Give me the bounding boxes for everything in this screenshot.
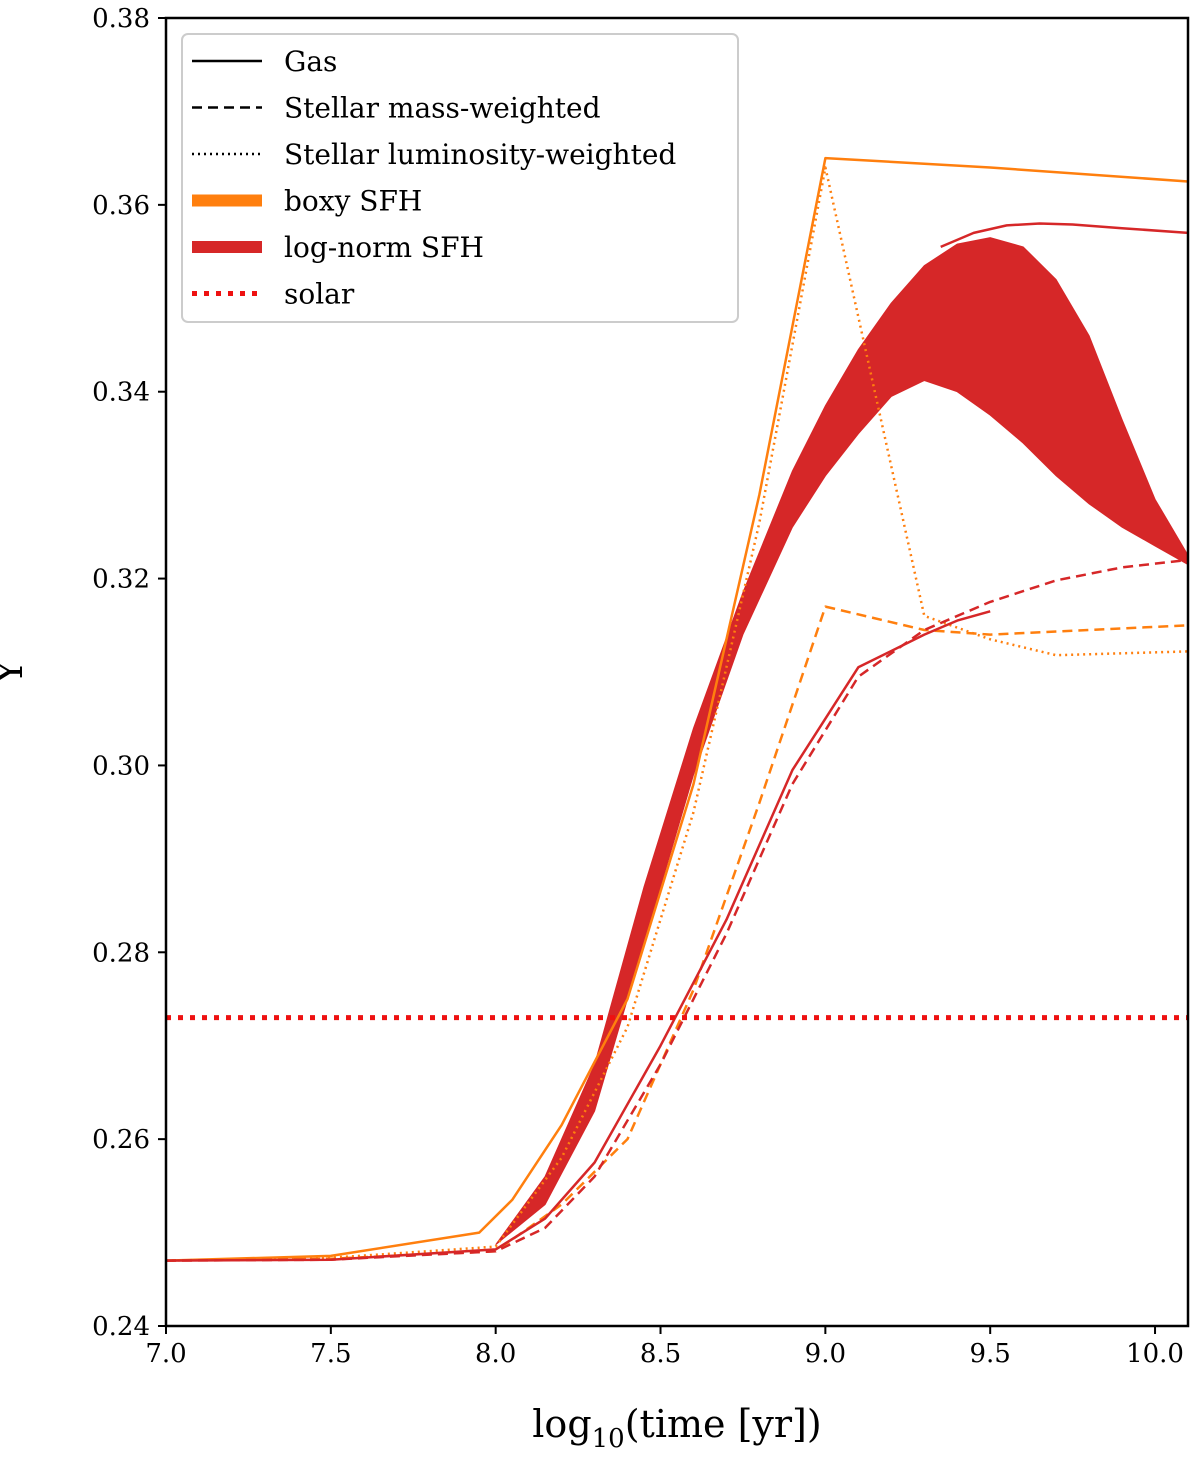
x-tick-label: 8.5 — [640, 1339, 681, 1369]
x-axis-label: log10(time [yr]) — [532, 1402, 821, 1454]
y-tick-label: 0.28 — [92, 938, 150, 968]
x-tick-label: 8.0 — [475, 1339, 516, 1369]
y-tick-label: 0.26 — [92, 1125, 150, 1155]
y-tick-label: 0.36 — [92, 191, 150, 221]
x-tick-label: 7.0 — [145, 1339, 186, 1369]
y-tick-label: 0.38 — [92, 4, 150, 34]
legend-label: Stellar mass-weighted — [284, 92, 601, 125]
y-tick-label: 0.30 — [92, 751, 150, 781]
axes-frame — [164, 16, 1190, 1328]
series-line-boxy-gas — [166, 156, 1188, 1262]
series-line-log-norm-gas — [940, 222, 1188, 249]
plot-area — [166, 156, 1188, 1262]
y-tick-label: 0.34 — [92, 378, 150, 408]
legend-box — [181, 33, 739, 323]
series-line-log-norm-luminosity-weighted — [166, 610, 991, 1262]
legend-label: log-norm SFH — [284, 231, 484, 264]
legend-label: Stellar luminosity-weighted — [284, 138, 676, 171]
legend-label: boxy SFH — [284, 185, 422, 218]
x-tick-label: 9.0 — [805, 1339, 846, 1369]
x-tick-label: 10.0 — [1126, 1339, 1184, 1369]
legend-label: solar — [284, 278, 355, 311]
legend-label: Gas — [284, 45, 337, 78]
series-line-log-norm-mass-weighted — [166, 558, 1188, 1262]
y-axis-label: Y — [0, 659, 31, 686]
y-tick-label: 0.24 — [92, 1312, 150, 1342]
band-lognorm-gas — [495, 237, 1188, 1246]
legend: Gas Stellar mass-weighted Stellar luminosi… — [181, 33, 739, 323]
y-tick-label: 0.32 — [92, 565, 150, 595]
x-tick-label: 9.5 — [970, 1339, 1011, 1369]
x-tick-label: 7.5 — [310, 1339, 351, 1369]
ticks: 7.0 7.5 8.0 8.5 9.0 9.5 10.0 0.24 0.26 0.28 0.30 0.… — [92, 4, 1184, 1369]
series-line-boxy-luminosity-weighted — [166, 166, 1188, 1262]
series-line-boxy-mass-weighted — [166, 605, 1188, 1262]
